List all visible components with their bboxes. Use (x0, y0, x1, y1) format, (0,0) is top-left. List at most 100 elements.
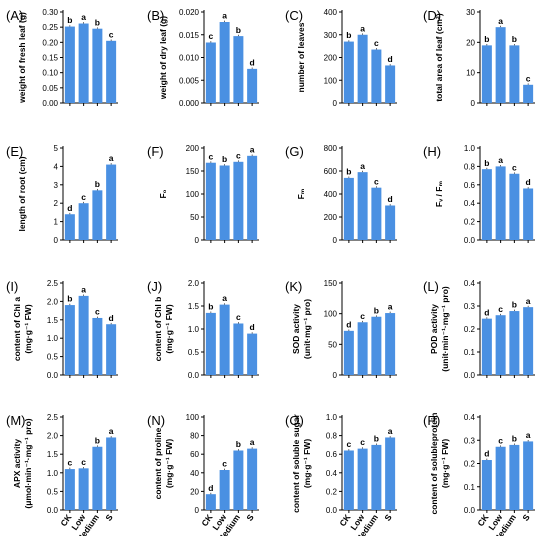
significance-letter: a (388, 426, 393, 436)
panel-label: (M) (6, 413, 26, 428)
significance-letter: a (526, 296, 531, 306)
y-tick-label: 1.0 (326, 413, 338, 422)
bar (92, 446, 103, 510)
y-tick-label: 150 (324, 279, 338, 288)
panel-label: (C) (285, 8, 303, 23)
panel-l: (L) 0.0 0.1 0.2 0.3 0.4 POD activity (unit·min⁻… (423, 279, 535, 380)
bar (343, 41, 354, 103)
bar (523, 441, 534, 510)
bar (371, 187, 382, 240)
significance-letter: a (222, 11, 227, 21)
panel-e: (E) 0 1 2 3 4 5 length of root (cm) dcb a (6, 144, 118, 245)
y-tick-label: 0 (54, 236, 59, 245)
y-tick-label: 0.6 (464, 181, 476, 190)
significance-letter: d (388, 194, 393, 204)
bar (78, 203, 89, 240)
significance-letter: d (250, 58, 255, 68)
y-tick-label: 1.5 (47, 450, 59, 459)
y-tick-label: 1.0 (188, 325, 200, 334)
y-axis-label: content of proline (153, 427, 163, 499)
significance-letter: b (67, 15, 72, 25)
significance-letter: c (209, 31, 214, 41)
bar (92, 190, 103, 240)
y-tick-label: 0.2 (464, 218, 476, 227)
bar (219, 165, 230, 240)
bar (233, 450, 244, 510)
significance-letter: a (222, 293, 227, 303)
bar (509, 45, 520, 103)
y-tick-label: 200 (324, 213, 338, 222)
panel-label: (A) (6, 8, 23, 23)
significance-letter: a (388, 302, 393, 312)
bar (385, 65, 396, 103)
panel-p: (P) 0.0 0.1 0.2 0.3 0.4 content of solubleprot… (423, 413, 535, 536)
y-axis-label: weight of fresh leaf (g) (17, 12, 27, 104)
panel-label: (H) (423, 144, 441, 159)
panel-label: (N) (147, 413, 165, 428)
significance-letter: c (374, 38, 379, 48)
y-tick-label: 0.2 (464, 325, 476, 334)
y-tick-label: 0.25 (42, 23, 58, 32)
panel-n: (N) 0 20 40 60 80 100 content of proline (mg·g⁻¹… (147, 413, 259, 536)
significance-letter: d (484, 307, 489, 317)
y-tick-label: 0.3 (464, 436, 476, 445)
bar (205, 312, 216, 375)
panel-a: (A) 0.00 0.05 0.10 0.15 0.20 0.25 0.30 weight of… (6, 8, 118, 108)
bar (481, 45, 492, 103)
significance-letter: c (498, 304, 503, 314)
panel-b: (B) 0.000 0.005 0.010 0.015 0.020 weight of dr… (147, 8, 259, 108)
bar (343, 177, 354, 240)
y-axis-label: APX activity (12, 439, 22, 488)
significance-letter: b (95, 17, 100, 27)
y-tick-label: 0.0 (464, 236, 476, 245)
significance-letter: b (346, 167, 351, 177)
significance-letter: a (498, 155, 503, 165)
bar (357, 322, 368, 375)
y-tick-label: 0.000 (179, 99, 200, 108)
y-axis-label: SOD activity (291, 304, 301, 354)
y-tick-label: 0.015 (179, 31, 200, 40)
y-tick-label: 2.0 (188, 279, 200, 288)
bar (371, 444, 382, 510)
y-tick-label: 100 (324, 76, 338, 85)
significance-letter: a (81, 12, 86, 22)
bar (509, 444, 520, 510)
y-tick-label: 400 (324, 8, 338, 17)
panel-j: (J) 0.0 0.5 1.0 1.5 2.0 content of Chl b (mg·g⁻… (147, 279, 259, 380)
bar (509, 173, 520, 240)
y-tick-label: 0.0 (47, 506, 59, 515)
significance-letter: d (388, 54, 393, 64)
bar (481, 460, 492, 510)
y-tick-label: 0.2 (326, 487, 338, 496)
y-tick-label: 0.4 (464, 279, 476, 288)
bar (92, 317, 103, 375)
significance-letter: c (222, 459, 227, 469)
x-tick-label: S (520, 512, 532, 523)
y-tick-label: 1.0 (47, 469, 59, 478)
y-tick-label: 100 (186, 190, 200, 199)
y-tick-label: 0.6 (326, 450, 338, 459)
bar (481, 318, 492, 375)
bar (233, 323, 244, 375)
significance-letter: c (498, 435, 503, 445)
bar (106, 324, 117, 375)
y-tick-label: 0.8 (326, 432, 338, 441)
panel-m: (M) 0.0 0.5 1.0 1.5 2.0 2.5 APX activity (μmol·m… (6, 413, 118, 536)
y-tick-label: 2.0 (47, 432, 59, 441)
y-tick-label: 400 (324, 190, 338, 199)
bar (219, 22, 230, 103)
y-tick-label: 1.5 (188, 302, 200, 311)
y-axis-label: POD activity (429, 304, 439, 354)
significance-letter: b (512, 34, 517, 44)
panel-k: (K) 0 50 100 150 SOD activity (unit·mg⁻¹ pro) d… (285, 279, 397, 380)
significance-letter: b (512, 300, 517, 310)
bar (92, 28, 103, 103)
bar (343, 450, 354, 510)
panel-h: (H) 0.0 0.2 0.4 0.6 0.8 1.0 Fᵥ / Fₘ b acd (423, 144, 535, 245)
significance-letter: a (81, 285, 86, 295)
y-tick-label: 100 (324, 310, 338, 319)
panel-label: (P) (423, 413, 440, 428)
y-axis-label: Fₘ (296, 188, 306, 199)
